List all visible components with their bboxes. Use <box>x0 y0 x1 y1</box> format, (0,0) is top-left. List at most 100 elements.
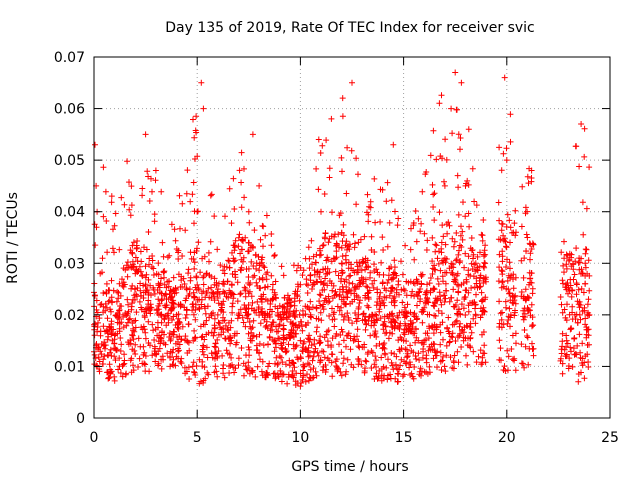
data-point <box>498 220 505 227</box>
data-point <box>336 212 343 219</box>
data-point <box>446 338 453 345</box>
data-point <box>383 198 390 205</box>
data-point <box>404 301 411 308</box>
data-point <box>521 327 528 333</box>
data-point <box>220 288 227 295</box>
data-point <box>431 286 438 293</box>
data-point <box>364 209 370 216</box>
data-point <box>463 276 470 283</box>
data-point <box>365 304 372 311</box>
data-point <box>418 220 425 227</box>
data-point <box>503 264 509 270</box>
data-point <box>582 315 589 322</box>
data-point <box>568 254 575 261</box>
data-point <box>276 335 283 342</box>
data-point <box>395 281 402 288</box>
data-point <box>470 348 477 355</box>
data-point <box>522 295 529 302</box>
data-point <box>439 222 446 229</box>
data-point <box>418 372 424 379</box>
data-point <box>113 347 120 354</box>
data-point <box>422 330 429 337</box>
data-point <box>330 255 337 262</box>
data-point <box>421 337 428 344</box>
data-point <box>520 316 527 323</box>
data-point <box>300 340 307 347</box>
data-point <box>205 249 212 256</box>
data-point <box>185 364 192 371</box>
data-point <box>300 372 307 379</box>
data-point <box>368 317 375 324</box>
data-point <box>364 191 371 198</box>
data-point <box>290 262 297 269</box>
data-point <box>229 271 236 277</box>
data-point <box>146 368 153 375</box>
data-point <box>318 208 324 215</box>
data-point <box>341 313 348 320</box>
data-point <box>518 341 525 348</box>
data-point <box>442 241 449 248</box>
data-point <box>130 362 136 369</box>
data-point <box>103 327 110 334</box>
data-point <box>256 267 263 274</box>
data-point <box>559 277 566 284</box>
data-point <box>408 370 415 377</box>
data-point <box>434 364 440 371</box>
data-point <box>197 323 204 330</box>
data-point <box>410 222 417 229</box>
data-point <box>410 279 417 286</box>
plot-border <box>93 56 611 419</box>
data-point <box>577 316 584 323</box>
data-point <box>245 344 252 351</box>
data-point <box>177 358 184 365</box>
data-point <box>439 357 446 364</box>
data-point <box>252 373 259 380</box>
data-point <box>428 324 435 330</box>
data-point <box>511 220 518 227</box>
data-point <box>518 257 525 264</box>
data-point <box>321 286 328 293</box>
y-tick-label: 0.06 <box>54 102 85 118</box>
data-point <box>582 272 589 279</box>
data-point <box>282 346 289 352</box>
data-point <box>307 298 314 305</box>
data-point <box>307 311 314 318</box>
data-point <box>100 213 107 220</box>
data-point <box>573 291 580 298</box>
data-point <box>507 138 514 145</box>
data-point <box>172 362 179 369</box>
data-point <box>344 356 351 363</box>
data-point <box>122 311 128 318</box>
data-point <box>208 310 215 317</box>
data-point <box>155 338 162 345</box>
axis-ticks: 0 0.01 0.02 0.03 0.04 0.05 0.06 0.07 0 5 10 15 20 25 <box>54 50 619 446</box>
data-point <box>578 255 585 262</box>
data-point <box>170 313 177 320</box>
data-point <box>317 309 324 316</box>
data-point <box>203 344 210 351</box>
data-point <box>118 194 125 201</box>
data-point <box>181 281 188 287</box>
data-point <box>237 306 244 313</box>
data-point <box>445 314 452 321</box>
data-point <box>499 268 506 275</box>
data-point <box>150 272 157 278</box>
data-point <box>371 261 377 268</box>
data-point <box>170 331 177 338</box>
data-point <box>449 235 456 242</box>
data-point <box>269 286 276 293</box>
data-point <box>261 316 268 323</box>
data-point <box>305 244 312 251</box>
data-point <box>314 349 321 356</box>
data-point <box>444 230 451 237</box>
data-point <box>253 260 260 267</box>
data-point <box>285 341 292 348</box>
data-point <box>365 314 372 321</box>
data-point <box>499 258 506 265</box>
data-point <box>191 327 198 334</box>
data-point <box>500 150 507 157</box>
data-point <box>411 364 418 370</box>
data-point <box>439 273 446 280</box>
data-point <box>502 238 509 245</box>
data-point <box>465 210 472 217</box>
